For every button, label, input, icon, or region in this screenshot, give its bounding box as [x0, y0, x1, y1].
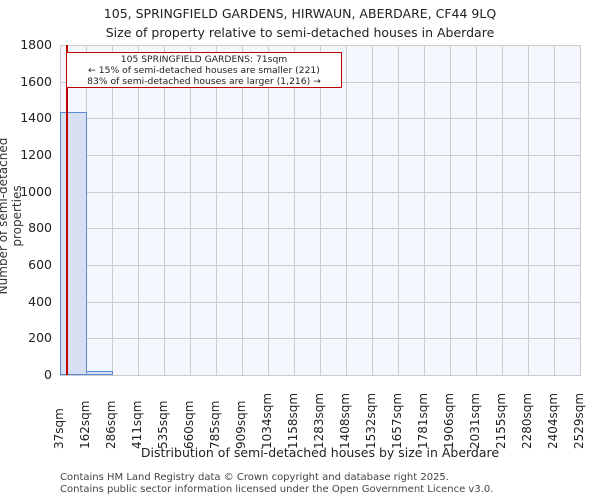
y-tick-label: 1800	[20, 37, 52, 52]
x-gridline	[372, 45, 373, 375]
x-gridline	[528, 45, 529, 375]
annotation-line-1: 105 SPRINGFIELD GARDENS: 71sqm	[120, 54, 288, 65]
y-tick-label: 1200	[20, 147, 52, 162]
x-tick-label: 1283sqm	[312, 392, 326, 449]
x-gridline	[242, 45, 243, 375]
x-tick-label: 1781sqm	[416, 392, 430, 449]
chart-subtitle: Size of property relative to semi-detach…	[105, 25, 495, 40]
y-tick-label: 600	[28, 257, 52, 272]
x-gridline	[502, 45, 503, 375]
x-gridline	[424, 45, 425, 375]
x-gridline	[216, 45, 217, 375]
x-tick-label: 2529sqm	[572, 392, 586, 449]
y-tick-label: 1000	[20, 183, 52, 199]
x-gridline	[580, 45, 581, 375]
footer-copyright: Contains HM Land Registry data © Crown c…	[60, 472, 449, 483]
x-gridline	[138, 45, 139, 375]
y-tick-label: 800	[28, 220, 52, 236]
x-gridline	[320, 45, 321, 375]
x-tick-label: 2280sqm	[520, 392, 534, 449]
x-tick-label: 37sqm	[52, 408, 66, 449]
y-tick-label: 0	[44, 367, 52, 382]
histogram-bar	[86, 371, 113, 375]
x-tick-label: 286sqm	[104, 400, 118, 449]
x-gridline	[398, 45, 399, 375]
x-tick-label: 909sqm	[234, 400, 248, 449]
y-axis-label: Number of semi-detached properties	[0, 137, 24, 295]
x-gridline	[476, 45, 477, 375]
property-marker-line	[66, 45, 69, 375]
x-gridline	[450, 45, 451, 375]
x-gridline	[112, 45, 113, 375]
annotation-line-3: 83% of semi-detached houses are larger (…	[87, 76, 321, 87]
y-tick-label: 200	[28, 330, 52, 346]
x-tick-label: 1158sqm	[286, 392, 300, 449]
plot-area	[60, 45, 581, 376]
x-tick-label: 2404sqm	[546, 392, 560, 449]
x-tick-label: 1657sqm	[390, 392, 404, 449]
x-tick-label: 162sqm	[78, 400, 92, 449]
x-gridline	[268, 45, 269, 375]
x-gridline	[346, 45, 347, 375]
y-tick-label: 1400	[20, 110, 52, 126]
x-gridline	[164, 45, 165, 375]
marker-annotation: 105 SPRINGFIELD GARDENS: 71sqm ← 15% of …	[66, 52, 342, 88]
x-tick-label: 1532sqm	[364, 392, 378, 449]
x-gridline	[554, 45, 555, 375]
x-tick-label: 2031sqm	[468, 392, 482, 449]
x-tick-label: 1408sqm	[338, 392, 352, 449]
x-tick-label: 411sqm	[130, 400, 144, 449]
x-gridline	[190, 45, 191, 375]
x-tick-label: 1906sqm	[442, 392, 456, 449]
y-gridline	[60, 375, 580, 376]
x-gridline	[294, 45, 295, 375]
y-tick-label: 1600	[20, 73, 52, 89]
x-tick-label: 660sqm	[182, 400, 196, 449]
x-tick-label: 535sqm	[156, 400, 170, 449]
x-tick-label: 2155sqm	[494, 392, 508, 449]
x-axis-label: Distribution of semi-detached houses by …	[140, 445, 500, 460]
x-tick-label: 785sqm	[208, 400, 222, 449]
footer-licence: Contains public sector information licen…	[60, 484, 494, 495]
chart-title: 105, SPRINGFIELD GARDENS, HIRWAUN, ABERD…	[103, 6, 497, 21]
annotation-line-2: ← 15% of semi-detached houses are smalle…	[88, 65, 320, 76]
x-tick-label: 1034sqm	[260, 392, 274, 449]
y-tick-label: 400	[28, 293, 52, 309]
histogram-bar	[60, 111, 87, 375]
